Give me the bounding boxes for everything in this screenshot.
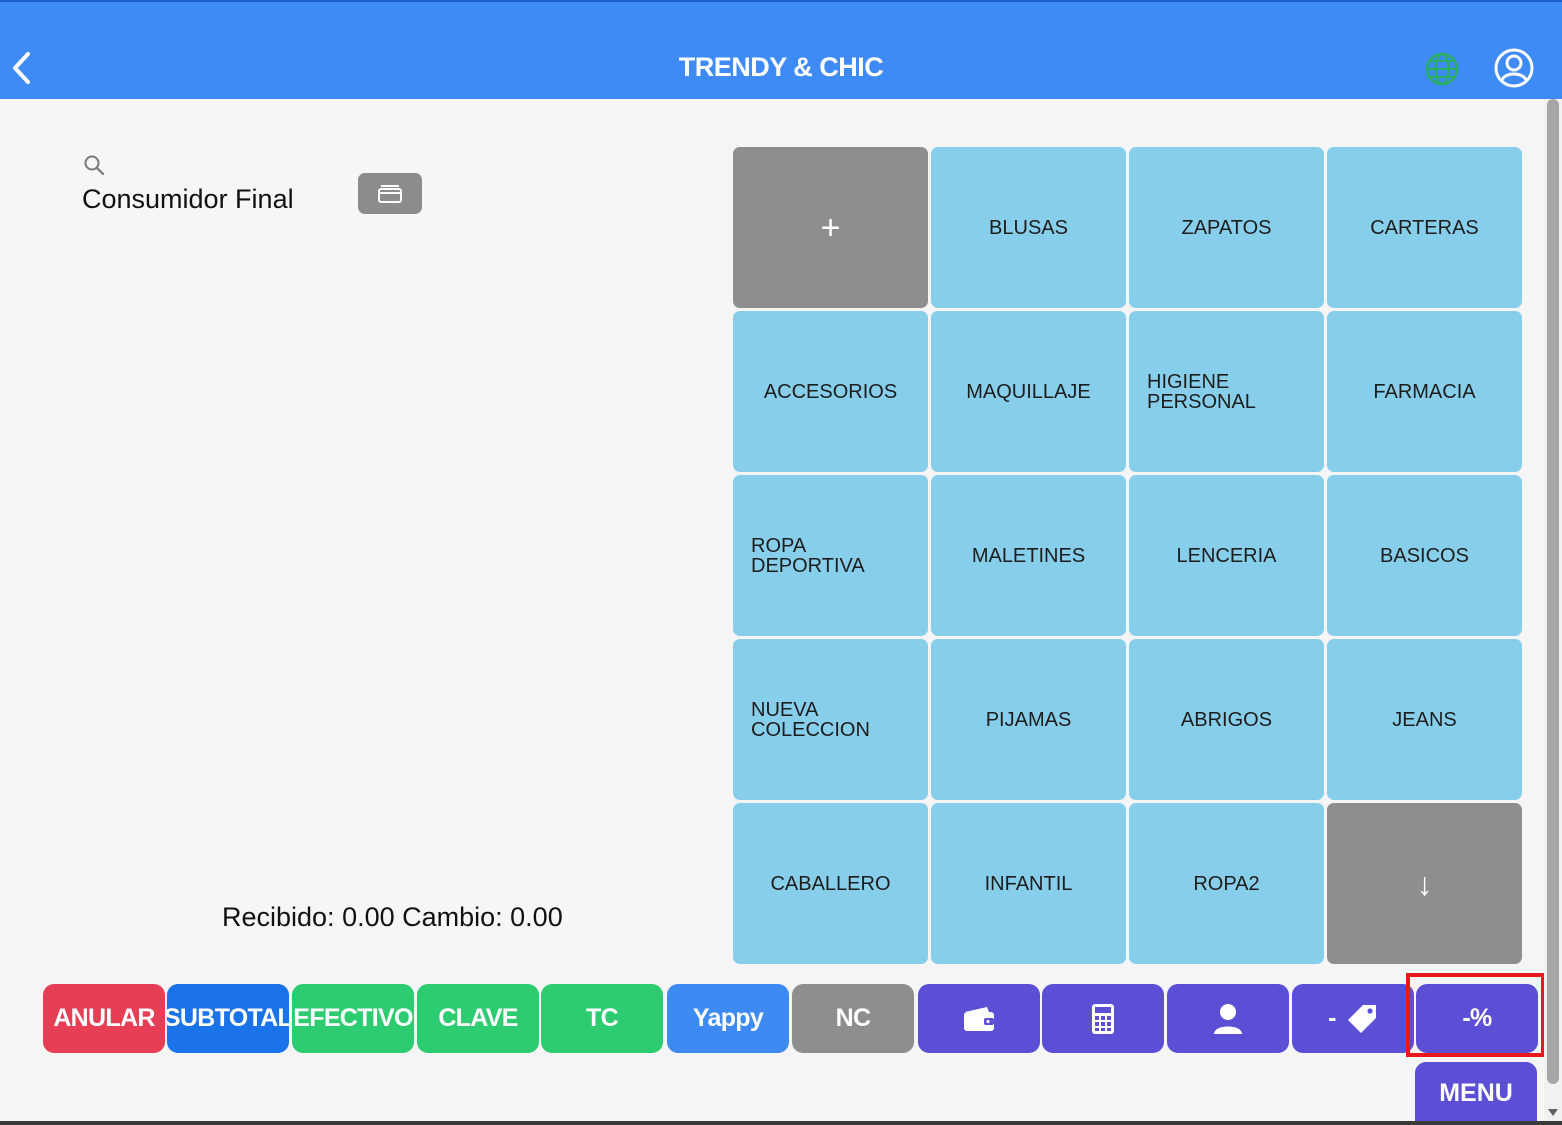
- category-maletines[interactable]: MALETINES: [931, 475, 1126, 636]
- received-change-summary: Recibido: 0.00 Cambio: 0.00: [222, 902, 563, 932]
- category-ropa-deportiva[interactable]: ROPA DEPORTIVA: [733, 475, 928, 636]
- tile-label: MAQUILLAJE: [966, 380, 1091, 403]
- tile-label: ROPA DEPORTIVA: [751, 534, 865, 577]
- category-farmacia[interactable]: FARMACIA: [1327, 311, 1522, 472]
- anular-button[interactable]: ANULAR: [43, 984, 165, 1053]
- scroll-down-arrow-icon[interactable]: [1548, 1109, 1558, 1117]
- cash-drawer-button[interactable]: [358, 173, 422, 214]
- scrollbar[interactable]: [1544, 99, 1562, 1121]
- next-page-button[interactable]: ↓: [1327, 803, 1522, 964]
- category-pijamas[interactable]: PIJAMAS: [931, 639, 1126, 800]
- tile-label: ↓: [1416, 865, 1433, 902]
- scrollbar-thumb[interactable]: [1547, 99, 1559, 1084]
- person-icon: [1214, 1003, 1242, 1034]
- calculator-button[interactable]: [1042, 984, 1164, 1053]
- tile-label: BASICOS: [1380, 544, 1469, 567]
- nc-button[interactable]: NC: [792, 984, 914, 1053]
- category-caballero[interactable]: CABALLERO: [733, 803, 928, 964]
- tile-label: INFANTIL: [984, 872, 1073, 895]
- category-accesorios[interactable]: ACCESORIOS: [733, 311, 928, 472]
- wallet-button[interactable]: [918, 984, 1040, 1053]
- category-lenceria[interactable]: LENCERIA: [1129, 475, 1324, 636]
- tc-button[interactable]: TC: [541, 984, 663, 1053]
- tile-label: JEANS: [1392, 708, 1457, 731]
- user-account-icon[interactable]: [1493, 47, 1535, 89]
- add-category-button[interactable]: +: [733, 147, 928, 308]
- discount-percent-button[interactable]: -%: [1416, 984, 1538, 1053]
- tile-label: ACCESORIOS: [763, 380, 898, 403]
- tile-label: ABRIGOS: [1180, 708, 1273, 731]
- back-chevron-icon[interactable]: [6, 48, 36, 88]
- wallet-icon: [964, 1006, 994, 1031]
- category-grid: + BLUSAS ZAPATOS CARTERAS ACCESORIOS MAQUILLA…: [733, 147, 1523, 964]
- tile-label: CABALLERO: [770, 872, 891, 895]
- tile-label: MALETINES: [971, 544, 1086, 567]
- tag-icon: [1347, 1004, 1376, 1033]
- category-jeans[interactable]: JEANS: [1327, 639, 1522, 800]
- tile-label: PIJAMAS: [985, 708, 1072, 731]
- calculator-icon: [1092, 1003, 1114, 1034]
- order-panel: [68, 148, 720, 964]
- tile-label: ROPA2: [1193, 872, 1260, 895]
- category-infantil[interactable]: INFANTIL: [931, 803, 1126, 964]
- minus-sign: -: [1328, 1004, 1336, 1032]
- category-higiene-personal[interactable]: HIGIENE PERSONAL: [1129, 311, 1324, 472]
- customer-name[interactable]: Consumidor Final: [82, 184, 294, 214]
- customer-button[interactable]: [1167, 984, 1289, 1053]
- tile-label: +: [820, 208, 841, 247]
- yappy-button[interactable]: Yappy: [667, 984, 789, 1053]
- efectivo-button[interactable]: EFECTIVO: [292, 984, 414, 1053]
- category-maquillaje[interactable]: MAQUILLAJE: [931, 311, 1126, 472]
- tile-label: LENCERIA: [1176, 544, 1277, 567]
- category-blusas[interactable]: BLUSAS: [931, 147, 1126, 308]
- tile-label: CARTERAS: [1370, 216, 1479, 239]
- search-icon[interactable]: [82, 153, 106, 177]
- category-carteras[interactable]: CARTERAS: [1327, 147, 1522, 308]
- cash-drawer-icon: [378, 185, 402, 203]
- subtotal-button[interactable]: SUBTOTAL: [167, 984, 289, 1053]
- category-ropa2[interactable]: ROPA2: [1129, 803, 1324, 964]
- category-zapatos[interactable]: ZAPATOS: [1129, 147, 1324, 308]
- top-bar: TRENDY & CHIC: [0, 0, 1562, 99]
- tile-label: ZAPATOS: [1181, 216, 1272, 239]
- category-basicos[interactable]: BASICOS: [1327, 475, 1522, 636]
- clave-button[interactable]: CLAVE: [417, 984, 539, 1053]
- category-nueva-coleccion[interactable]: NUEVA COLECCION: [733, 639, 928, 800]
- globe-icon[interactable]: [1424, 51, 1460, 87]
- tile-label: HIGIENE PERSONAL: [1147, 370, 1256, 413]
- window-bottom-edge: [0, 1121, 1562, 1125]
- app-title: TRENDY & CHIC: [678, 52, 884, 82]
- tile-label: NUEVA COLECCION: [751, 698, 870, 741]
- menu-button[interactable]: MENU: [1415, 1062, 1537, 1125]
- discount-amount-button[interactable]: -: [1292, 984, 1414, 1053]
- tile-label: BLUSAS: [989, 216, 1068, 239]
- tile-label: FARMACIA: [1373, 380, 1476, 403]
- category-abrigos[interactable]: ABRIGOS: [1129, 639, 1324, 800]
